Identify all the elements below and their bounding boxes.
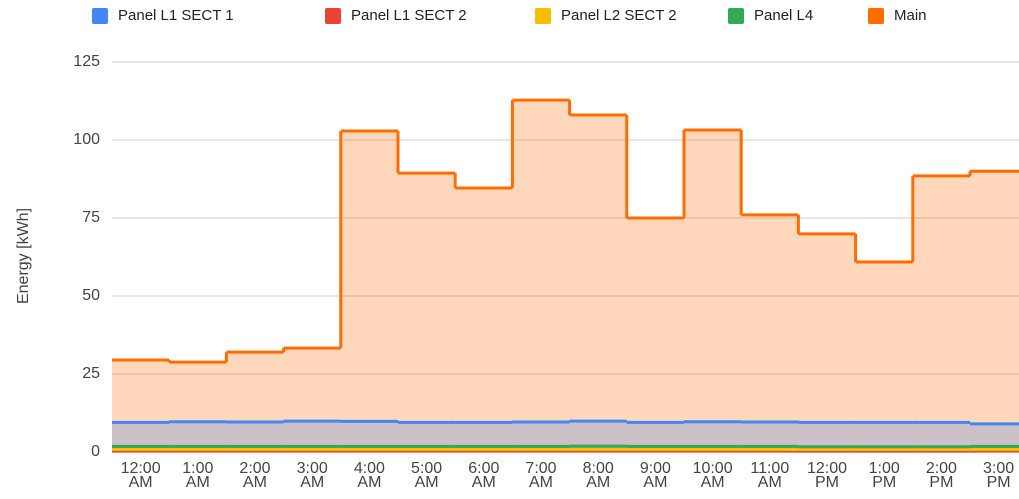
legend-label: Main [894,7,927,24]
x-tick-label: 1:00 AM [182,460,214,491]
x-tick-label: 3:00 PM [983,460,1015,491]
legend-swatch [728,8,744,24]
x-tick-label: 6:00 AM [468,460,500,491]
x-tick-label: 5:00 AM [411,460,443,491]
y-tick-label: 0 [91,443,100,460]
legend-label: Panel L4 [754,7,813,24]
legend-swatch [325,8,341,24]
legend-label: Panel L2 SECT 2 [561,7,677,24]
area-step [798,233,856,452]
area-step [340,130,398,452]
y-tick-label: 75 [82,209,100,226]
x-tick-label: 2:00 PM [925,460,957,491]
area-step [112,359,170,452]
area-step [455,188,513,452]
x-tick-label: 9:00 AM [639,460,671,491]
legend-swatch [868,8,884,24]
legend-label: Panel L1 SECT 1 [118,7,234,24]
area-step [512,100,570,453]
area-step [398,173,456,452]
x-tick-label: 2:00 AM [239,460,271,491]
legend-swatch [92,8,108,24]
area-step [970,171,1019,452]
x-tick-label: 11:00 AM [750,460,790,491]
area-step [626,218,684,452]
area-step [569,115,627,452]
area-step [741,214,799,452]
area-step [855,261,913,452]
area-step [684,130,742,453]
x-tick-label: 12:00 AM [120,460,161,491]
x-tick-label: 4:00 AM [353,460,385,491]
area-step [226,352,284,452]
area-step [912,175,970,452]
legend-swatch [535,8,551,24]
x-tick-label: 8:00 AM [582,460,614,491]
y-tick-label: 50 [82,287,100,304]
y-tick-label: 125 [73,53,100,70]
area-step [283,348,341,452]
x-tick-label: 7:00 AM [525,460,557,491]
x-tick-label: 10:00 AM [692,460,733,491]
y-tick-label: 100 [73,131,100,148]
x-tick-label: 1:00 PM [868,460,900,491]
area-step [169,362,227,452]
x-tick-label: 12:00 PM [806,460,848,491]
legend-label: Panel L1 SECT 2 [351,7,467,24]
x-tick-label: 3:00 AM [296,460,328,491]
y-axis-label: Energy [kWh] [15,208,32,304]
y-tick-label: 25 [82,365,100,382]
